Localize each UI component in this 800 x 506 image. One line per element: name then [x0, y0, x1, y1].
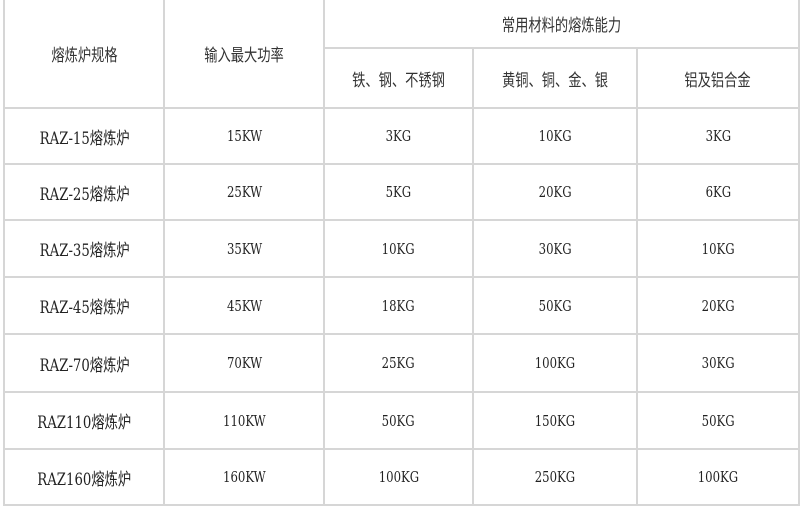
cell-spec: RAZ-15熔炼炉: [2, 107, 166, 165]
aluminum-value: 100KG: [697, 468, 739, 486]
spec-value: RAZ160熔炼炉: [37, 469, 132, 490]
spec-value: RAZ-45熔炼炉: [39, 298, 130, 318]
power-value: 160KW: [222, 468, 266, 486]
cell-power: 45KW: [163, 276, 326, 335]
cell-copper: 50KG: [472, 276, 638, 335]
cell-aluminum: 100KG: [635, 448, 800, 506]
power-value: 110KW: [222, 411, 266, 430]
cell-aluminum: 50KG: [635, 391, 800, 450]
spec-value: RAZ110熔炼炉: [37, 413, 132, 433]
cell-power: 25KW: [163, 163, 326, 221]
cell-power: 15KW: [163, 107, 326, 165]
steel-value: 3KG: [385, 127, 412, 145]
header-copper: 黄铜、铜、金、银: [472, 47, 638, 109]
cell-copper: 30KG: [472, 219, 638, 278]
copper-value: 250KG: [534, 468, 576, 486]
cell-spec: RAZ-35熔炼炉: [2, 219, 166, 278]
cell-power: 70KW: [163, 333, 326, 393]
spec-value: RAZ-25熔炼炉: [39, 184, 130, 205]
cell-power: 110KW: [163, 391, 326, 450]
cell-aluminum: 30KG: [635, 333, 800, 393]
cell-steel: 50KG: [323, 391, 475, 450]
cell-aluminum: 20KG: [635, 276, 800, 335]
table-row: RAZ-15熔炼炉 15KW 3KG 10KG 3KG: [2, 107, 800, 165]
copper-value: 30KG: [538, 239, 572, 258]
cell-steel: 5KG: [323, 163, 475, 221]
cell-spec: RAZ-70熔炼炉: [2, 333, 166, 393]
cell-aluminum: 10KG: [635, 219, 800, 278]
aluminum-value: 20KG: [701, 296, 735, 315]
aluminum-value: 10KG: [701, 239, 735, 258]
cell-aluminum: 6KG: [635, 163, 800, 221]
steel-value: 100KG: [378, 468, 419, 486]
power-value: 15KW: [226, 127, 262, 145]
header-spec: 熔炼炉规格: [2, 0, 166, 109]
cell-copper: 20KG: [472, 163, 638, 221]
cell-copper: 100KG: [472, 333, 638, 393]
spec-value: RAZ-35熔炼炉: [39, 241, 130, 261]
cell-aluminum: 3KG: [635, 107, 800, 165]
table-row: RAZ-35熔炼炉 35KW 10KG 30KG 10KG: [2, 219, 800, 278]
cell-copper: 10KG: [472, 107, 638, 165]
header-aluminum: 铝及铝合金: [635, 47, 800, 109]
spec-value: RAZ-70熔炼炉: [39, 355, 130, 376]
aluminum-value: 3KG: [705, 127, 731, 145]
aluminum-value: 30KG: [701, 354, 735, 372]
steel-value: 25KG: [382, 354, 416, 372]
table-row: RAZ110熔炼炉 110KW 50KG 150KG 50KG: [2, 391, 800, 450]
aluminum-value: 50KG: [701, 411, 735, 430]
table-row: RAZ-45熔炼炉 45KW 18KG 50KG 20KG: [2, 276, 800, 335]
steel-value: 10KG: [382, 239, 416, 258]
table-row: RAZ160熔炼炉 160KW 100KG 250KG 100KG: [2, 448, 800, 506]
steel-value: 5KG: [385, 183, 412, 201]
copper-value: 50KG: [538, 296, 572, 315]
cell-spec: RAZ-45熔炼炉: [2, 276, 166, 335]
cell-steel: 10KG: [323, 219, 475, 278]
header-capacity-group: 常用材料的熔炼能力: [323, 0, 800, 49]
spec-value: RAZ-15熔炼炉: [39, 128, 130, 149]
copper-value: 10KG: [538, 127, 572, 145]
table-row: RAZ-25熔炼炉 25KW 5KG 20KG 6KG: [2, 163, 800, 221]
power-value: 25KW: [226, 183, 262, 201]
power-value: 45KW: [226, 296, 262, 315]
cell-steel: 25KG: [323, 333, 475, 393]
cell-spec: RAZ-25熔炼炉: [2, 163, 166, 221]
steel-value: 50KG: [382, 411, 416, 430]
steel-value: 18KG: [382, 296, 416, 315]
cell-copper: 250KG: [472, 448, 638, 506]
power-value: 35KW: [226, 239, 262, 258]
cell-steel: 100KG: [323, 448, 475, 506]
header-power: 输入最大功率: [163, 0, 326, 109]
cell-steel: 18KG: [323, 276, 475, 335]
copper-value: 150KG: [534, 411, 576, 430]
cell-steel: 3KG: [323, 107, 475, 165]
header-steel: 铁、钢、不锈钢: [323, 47, 475, 109]
cell-spec: RAZ160熔炼炉: [2, 448, 166, 506]
cell-spec: RAZ110熔炼炉: [2, 391, 166, 450]
copper-value: 100KG: [534, 354, 576, 372]
cell-power: 35KW: [163, 219, 326, 278]
table-row: RAZ-70熔炼炉 70KW 25KG 100KG 30KG: [2, 333, 800, 393]
power-value: 70KW: [226, 354, 262, 372]
aluminum-value: 6KG: [705, 183, 731, 201]
cell-power: 160KW: [163, 448, 326, 506]
copper-value: 20KG: [538, 183, 572, 201]
cell-copper: 150KG: [472, 391, 638, 450]
